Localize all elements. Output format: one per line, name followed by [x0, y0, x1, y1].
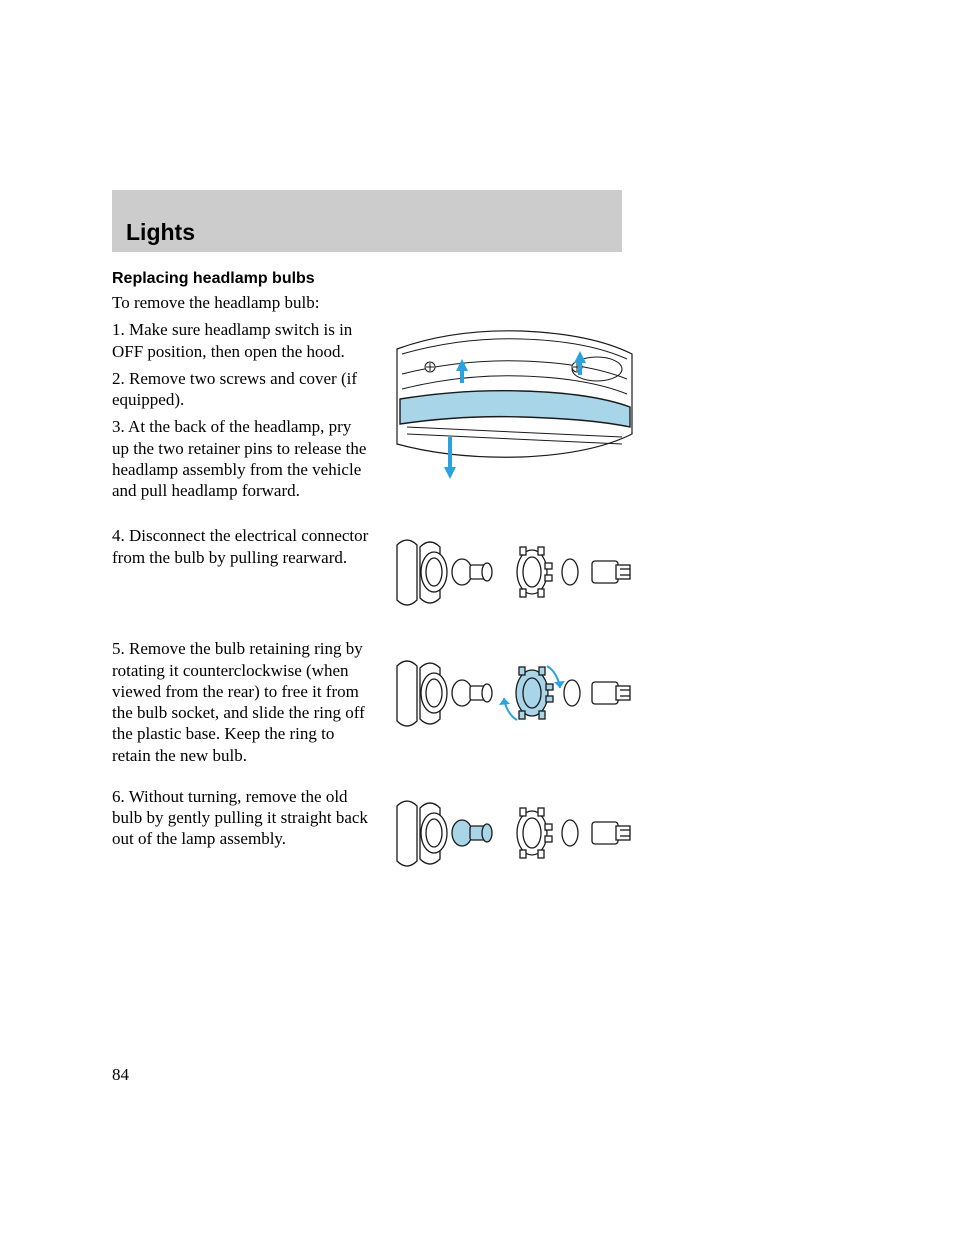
step-4-col: 4. Disconnect the electrical connector f…: [112, 525, 372, 574]
step-4: 4. Disconnect the electrical connector f…: [112, 525, 372, 568]
steps-1-3: 1. Make sure headlamp switch is in OFF p…: [112, 319, 372, 507]
arrow-up-icon: [456, 351, 586, 383]
step-2: 2. Remove two screws and cover (if equip…: [112, 368, 372, 411]
figure-2: [392, 525, 637, 620]
step-6-col: 6. Without turning, remove the old bulb …: [112, 786, 372, 856]
page-number: 84: [112, 1065, 129, 1085]
step-3: 3. At the back of the headlamp, pry up t…: [112, 416, 372, 501]
intro-text: To remove the headlamp bulb:: [112, 292, 842, 313]
section-title: Lights: [126, 219, 195, 246]
figure-4: [392, 786, 637, 881]
step-6: 6. Without turning, remove the old bulb …: [112, 786, 372, 850]
figure-1: [392, 319, 637, 499]
subheading: Replacing headlamp bulbs: [112, 270, 842, 288]
step-1: 1. Make sure headlamp switch is in OFF p…: [112, 319, 372, 362]
page: Lights Replacing headlamp bulbs To remov…: [0, 0, 954, 1235]
step-5: 5. Remove the bulb retaining ring by rot…: [112, 638, 372, 766]
step-5-col: 5. Remove the bulb retaining ring by rot…: [112, 638, 372, 772]
section-header: Lights: [112, 190, 622, 252]
figure-3: [392, 638, 637, 748]
arrow-down-icon: [444, 437, 456, 479]
